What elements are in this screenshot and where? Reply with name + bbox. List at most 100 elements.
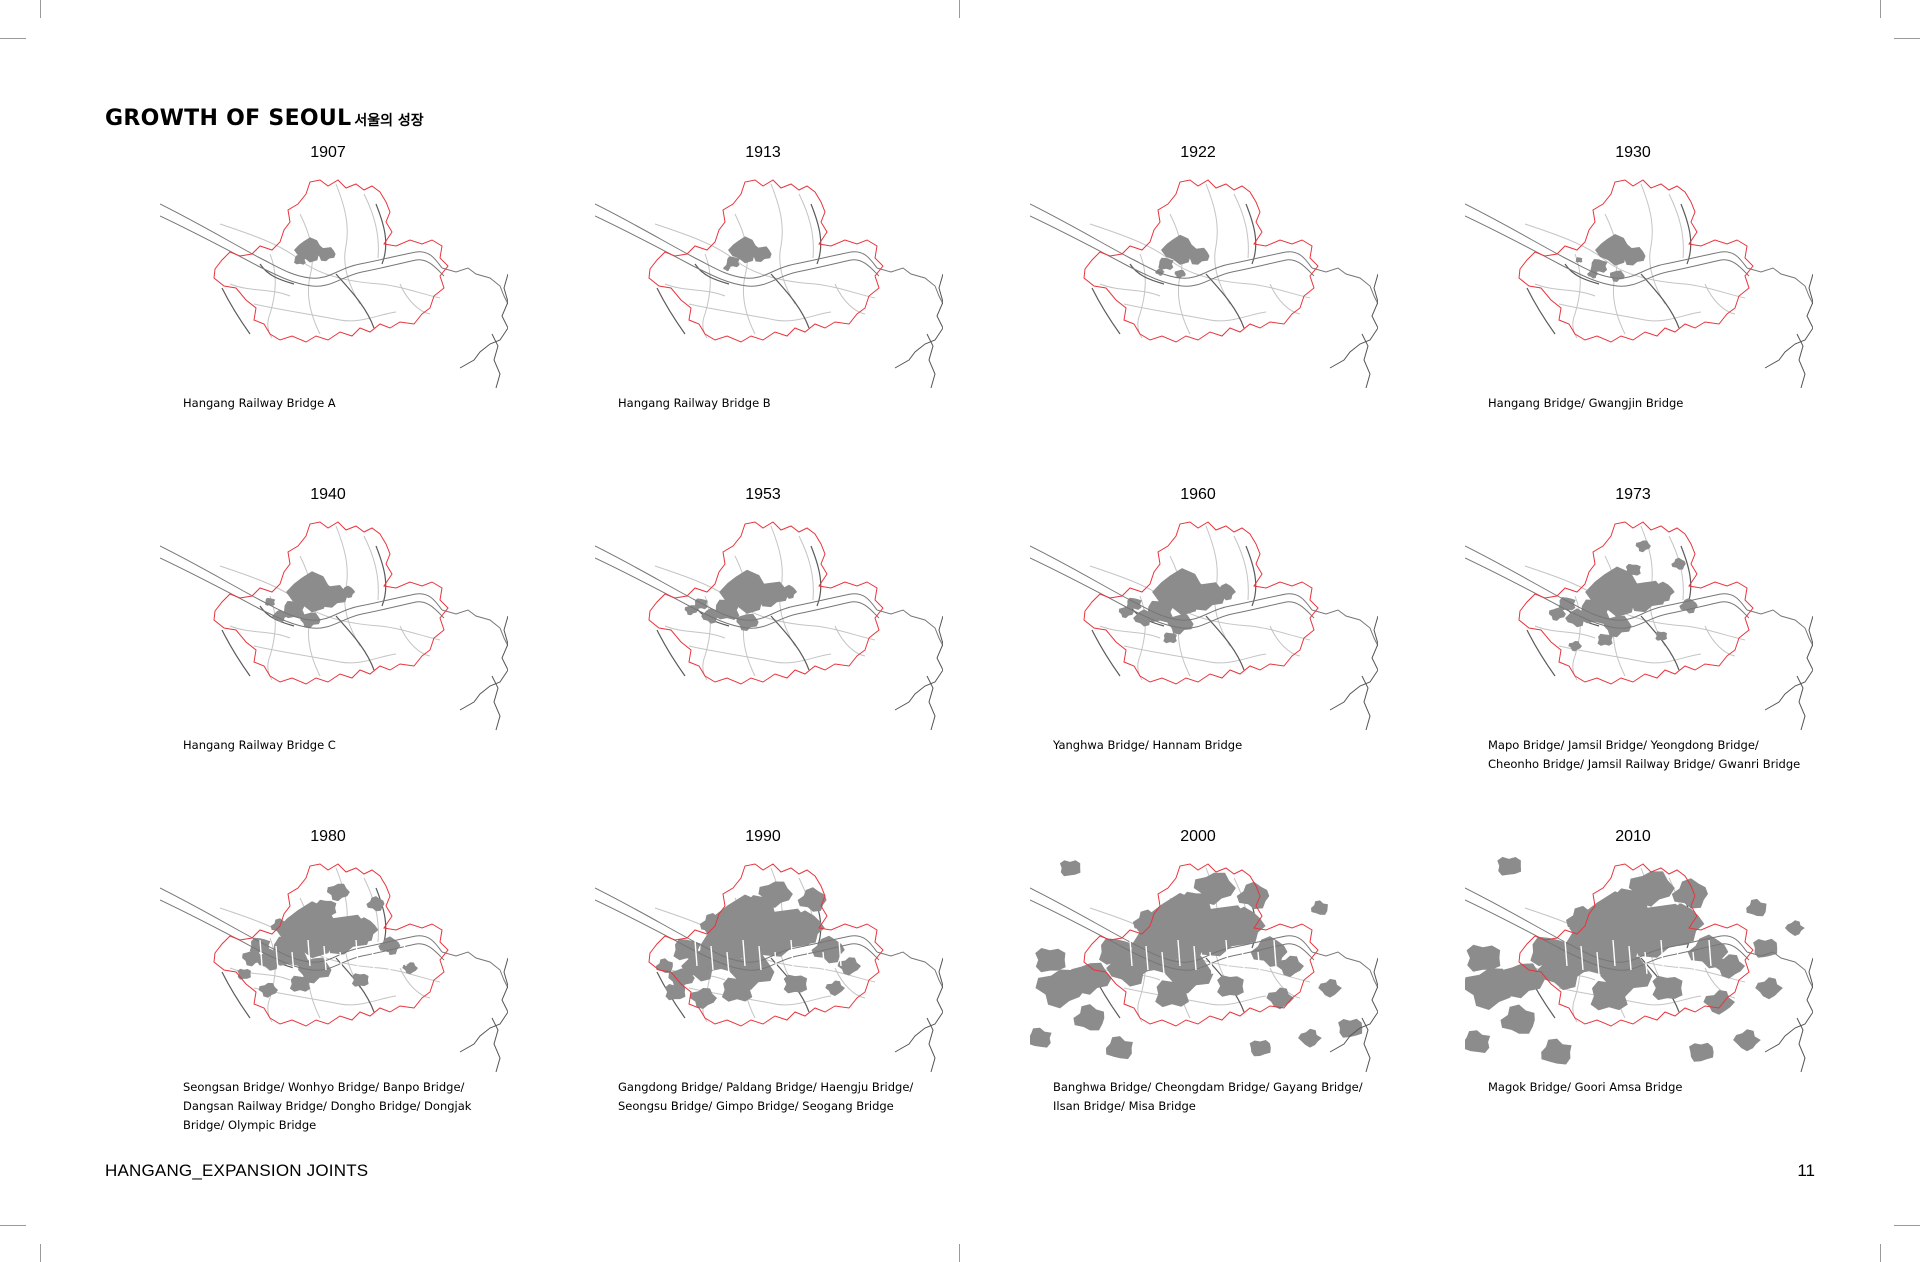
caption-line: Cheonho Bridge/ Jamsil Railway Bridge/ G… [1488, 757, 1801, 771]
map-svg [1465, 521, 1813, 731]
map-panel-1930: 1930 Hangang Bridge/ Gwangjin Bridge [1433, 144, 1833, 484]
panel-year: 2010 [1615, 828, 1651, 845]
page-title-korean: 서울의 성장 [354, 113, 424, 129]
bridge-caption: Magok Bridge/ Goori Amsa Bridge [1488, 1078, 1808, 1097]
city-boundary [648, 521, 884, 685]
map-panel-2000: 2000 Banghwa Bridge/ Cheongdam Bridge/ Ga… [998, 828, 1398, 1168]
panel-year: 1930 [1615, 144, 1651, 161]
city-boundary [1518, 179, 1754, 343]
urban-area [294, 237, 336, 265]
caption-line: Dangsan Railway Bridge/ Dongho Bridge/ D… [183, 1099, 472, 1113]
panel-year: 1960 [1180, 486, 1216, 503]
city-boundary [648, 179, 884, 343]
map-svg [595, 179, 943, 389]
panel-year: 1973 [1615, 486, 1651, 503]
bridge-caption: Hangang Bridge/ Gwangjin Bridge [1488, 394, 1808, 413]
seoul-map-1922 [1030, 164, 1378, 394]
panel-year: 1922 [1180, 144, 1216, 161]
panel-year: 1940 [310, 486, 346, 503]
urban-area [1030, 860, 1363, 1060]
caption-line: Magok Bridge/ Goori Amsa Bridge [1488, 1080, 1683, 1094]
crop-mark [1894, 38, 1920, 39]
caption-line: Hangang Railway Bridge C [183, 738, 336, 752]
page-title-english: GROWTH OF SEOUL [105, 106, 352, 131]
bridge-caption: Hangang Railway Bridge C [183, 736, 503, 755]
page-title: GROWTH OF SEOUL 서울의 성장 [105, 106, 424, 131]
map-panel-2010: 2010 Magok Bridge/ Goori Amsa Bridge [1433, 828, 1833, 1168]
urban-area [1575, 234, 1646, 282]
crop-mark [1894, 1225, 1920, 1226]
project-name: HANGANG_EXPANSION JOINTS [105, 1161, 369, 1180]
urban-area [655, 881, 861, 1009]
city-boundary [213, 863, 449, 1027]
urban-area [684, 569, 798, 631]
caption-line: Mapo Bridge/ Jamsil Bridge/ Yeongdong Br… [1488, 738, 1759, 752]
map-svg [160, 863, 508, 1073]
caption-line: Yanghwa Bridge/ Hannam Bridge [1053, 738, 1243, 752]
crop-mark [1880, 1244, 1881, 1262]
map-svg [160, 179, 508, 389]
caption-line: Seongsan Bridge/ Wonhyo Bridge/ Banpo Br… [183, 1080, 465, 1094]
seoul-map-1940 [160, 506, 508, 736]
panel-year: 1913 [745, 144, 781, 161]
crop-mark [0, 38, 26, 39]
map-panel-1973: 1973 Mapo Bridge/ Jamsil Bridge/ Yeongdon… [1433, 486, 1833, 826]
map-panel-1940: 1940 Hangang Railway Bridge C [128, 486, 528, 826]
crop-mark [40, 1244, 41, 1262]
seoul-map-1930 [1465, 164, 1813, 394]
seoul-map-1990 [595, 848, 943, 1078]
urban-area [1548, 540, 1698, 652]
city-boundary [1518, 863, 1754, 1027]
map-panel-1922: 1922 [998, 144, 1398, 484]
map-svg [160, 521, 508, 731]
map-panel-1953: 1953 [563, 486, 963, 826]
crop-mark [959, 1244, 960, 1262]
bridge-caption: Mapo Bridge/ Jamsil Bridge/ Yeongdong Br… [1488, 736, 1808, 774]
bridge-caption: Seongsan Bridge/ Wonhyo Bridge/ Banpo Br… [183, 1078, 503, 1135]
city-boundary [213, 179, 449, 343]
city-boundary [1083, 179, 1319, 343]
map-panel-1913: 1913 Hangang Railway Bridge B [563, 144, 963, 484]
crop-mark [40, 0, 41, 18]
urban-area [1465, 856, 1805, 1065]
seoul-map-1960 [1030, 506, 1378, 736]
urban-area [723, 236, 772, 272]
map-panel-1980: 1980 Seongsan Bridge/ Wonhyo Bridge/ Banp… [128, 828, 528, 1168]
map-svg [595, 521, 943, 731]
map-panel-1990: 1990 Gangdong Bridge/ Paldang Bridge/ Hae… [563, 828, 963, 1168]
caption-line: Bridge/ Olympic Bridge [183, 1118, 317, 1132]
map-panel-1907: 1907 Hangang Railway Bridge A [128, 144, 528, 484]
caption-line: Hangang Railway Bridge A [183, 396, 336, 410]
city-boundary [1083, 521, 1319, 685]
seoul-map-2000 [1030, 848, 1378, 1078]
bridge-caption: Yanghwa Bridge/ Hannam Bridge [1053, 736, 1373, 755]
city-boundary [1083, 863, 1319, 1027]
panel-year: 1953 [745, 486, 781, 503]
crop-mark [1880, 0, 1881, 18]
bridge-caption: Gangdong Bridge/ Paldang Bridge/ Haengju… [618, 1078, 938, 1116]
seoul-map-1913 [595, 164, 943, 394]
urban-area [1118, 568, 1236, 644]
seoul-map-1953 [595, 506, 943, 736]
seoul-map-1980 [160, 848, 508, 1078]
seoul-map-2010 [1465, 848, 1813, 1078]
urban-area [1155, 234, 1210, 279]
city-boundary [1518, 521, 1754, 685]
urban-area [237, 883, 418, 998]
map-panel-1960: 1960 Yanghwa Bridge/ Hannam Bridge [998, 486, 1398, 826]
map-svg [595, 863, 943, 1073]
bridge-caption: Hangang Railway Bridge B [618, 394, 938, 413]
caption-line: Seongsu Bridge/ Gimpo Bridge/ Seogang Br… [618, 1099, 894, 1113]
caption-line: Banghwa Bridge/ Cheongdam Bridge/ Gayang… [1053, 1080, 1363, 1094]
map-svg [1465, 856, 1813, 1073]
panel-year: 1990 [745, 828, 781, 845]
crop-mark [0, 1225, 26, 1226]
panel-year: 1907 [310, 144, 346, 161]
caption-line: Hangang Bridge/ Gwangjin Bridge [1488, 396, 1684, 410]
panel-year: 2000 [1180, 828, 1216, 845]
map-svg [1030, 179, 1378, 389]
caption-line: Gangdong Bridge/ Paldang Bridge/ Haengju… [618, 1080, 914, 1094]
seoul-map-1973 [1465, 506, 1813, 736]
bridge-caption: Banghwa Bridge/ Cheongdam Bridge/ Gayang… [1053, 1078, 1373, 1116]
